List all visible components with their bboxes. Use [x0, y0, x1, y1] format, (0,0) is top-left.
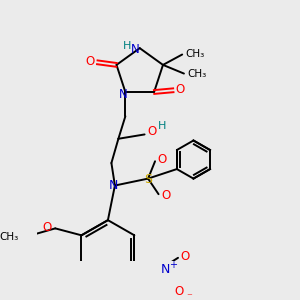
Text: O: O [180, 250, 190, 262]
Text: H: H [123, 41, 132, 51]
Text: S: S [144, 173, 152, 186]
Text: N: N [131, 43, 140, 56]
Text: N: N [118, 88, 127, 101]
Text: CH₃: CH₃ [0, 232, 19, 242]
Text: O: O [86, 55, 95, 68]
Text: O: O [147, 125, 156, 138]
Text: ⁻: ⁻ [186, 293, 192, 300]
Text: O: O [176, 83, 185, 96]
Text: O: O [158, 153, 167, 166]
Text: CH₃: CH₃ [186, 49, 205, 58]
Text: N: N [161, 263, 170, 276]
Text: O: O [43, 221, 52, 234]
Text: O: O [161, 189, 170, 203]
Text: H: H [158, 121, 166, 131]
Text: O: O [174, 285, 184, 298]
Text: CH₃: CH₃ [188, 69, 207, 80]
Text: N: N [109, 179, 118, 192]
Text: +: + [169, 260, 177, 270]
